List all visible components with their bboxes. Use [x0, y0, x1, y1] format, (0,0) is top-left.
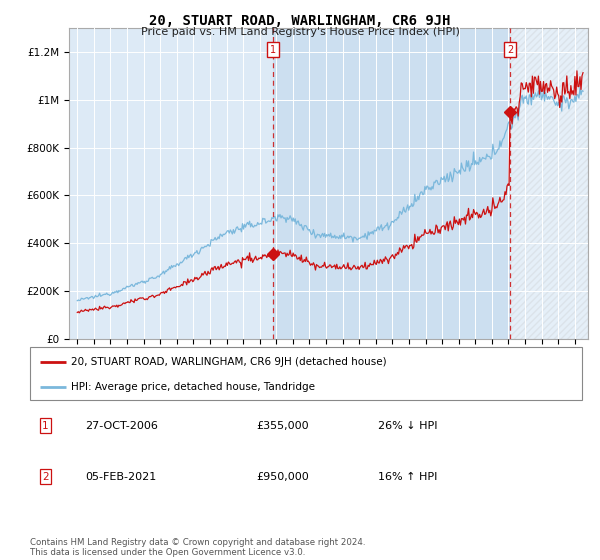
Text: 26% ↓ HPI: 26% ↓ HPI [378, 421, 437, 431]
Text: 16% ↑ HPI: 16% ↑ HPI [378, 472, 437, 482]
Text: Price paid vs. HM Land Registry's House Price Index (HPI): Price paid vs. HM Land Registry's House … [140, 27, 460, 38]
Text: 2: 2 [42, 472, 49, 482]
Text: 20, STUART ROAD, WARLINGHAM, CR6 9JH: 20, STUART ROAD, WARLINGHAM, CR6 9JH [149, 14, 451, 28]
Text: 1: 1 [42, 421, 49, 431]
Text: 2: 2 [507, 44, 513, 54]
Bar [273, 28, 510, 339]
Text: Contains HM Land Registry data © Crown copyright and database right 2024.
This d: Contains HM Land Registry data © Crown c… [30, 538, 365, 557]
Text: 20, STUART ROAD, WARLINGHAM, CR6 9JH (detached house): 20, STUART ROAD, WARLINGHAM, CR6 9JH (de… [71, 357, 387, 367]
FancyBboxPatch shape [30, 347, 582, 400]
Text: 1: 1 [270, 44, 277, 54]
Text: HPI: Average price, detached house, Tandridge: HPI: Average price, detached house, Tand… [71, 382, 316, 392]
Text: 27-OCT-2006: 27-OCT-2006 [85, 421, 158, 431]
Text: 05-FEB-2021: 05-FEB-2021 [85, 472, 157, 482]
Text: £355,000: £355,000 [256, 421, 309, 431]
Bar [510, 28, 588, 339]
Text: £950,000: £950,000 [256, 472, 309, 482]
